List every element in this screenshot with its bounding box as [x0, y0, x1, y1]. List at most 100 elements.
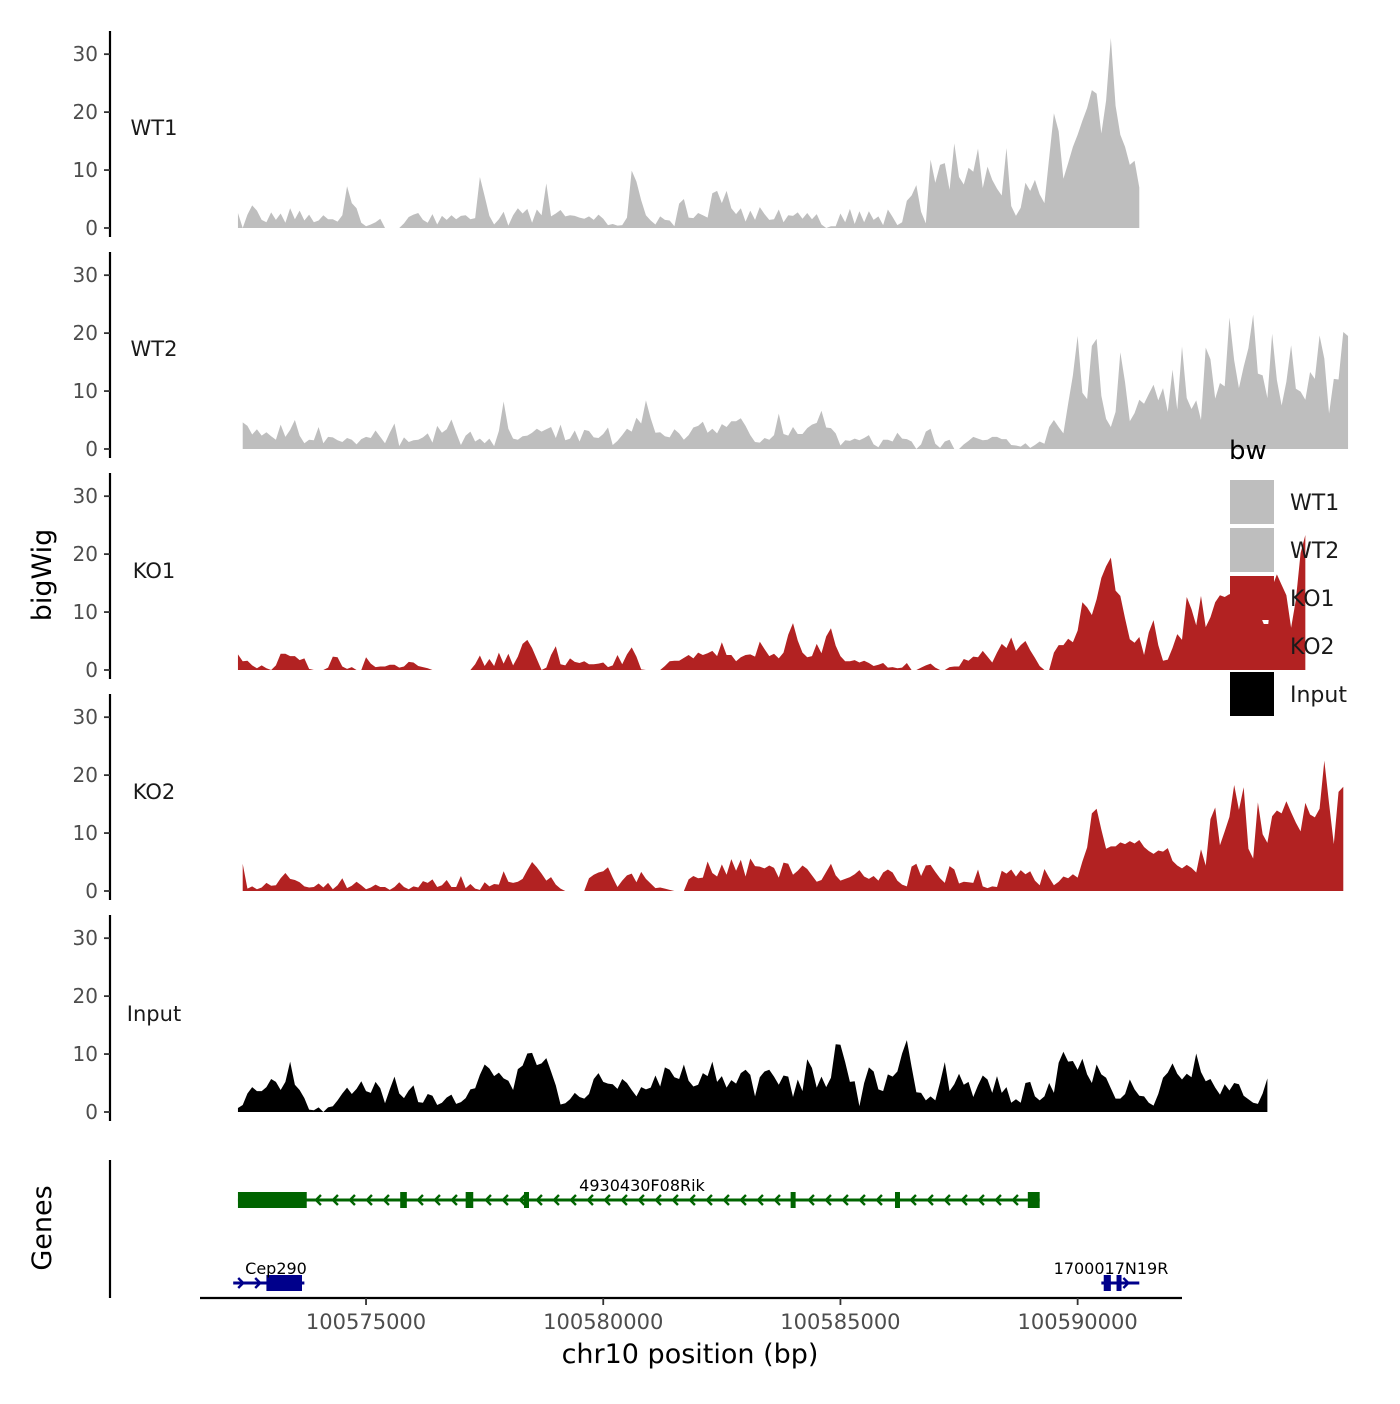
legend-label: KO2	[1290, 635, 1335, 660]
track-label-wt1: WT1	[131, 116, 178, 140]
strand-arrow	[433, 1194, 441, 1206]
x-tick-label: 100590000	[1018, 1310, 1138, 1334]
strand-arrow	[875, 1194, 883, 1206]
gene-exon	[894, 1192, 900, 1208]
track-input: 0 10 20 30 Input	[73, 915, 1268, 1124]
strand-arrow	[756, 1194, 764, 1206]
legend-item-ko1: KO1	[1230, 576, 1335, 620]
track-label-ko1: KO1	[133, 559, 176, 583]
gene-exon	[465, 1192, 474, 1208]
strand-arrow	[1011, 1194, 1019, 1206]
strand-arrow	[994, 1194, 1002, 1206]
strand-arrow	[671, 1194, 679, 1206]
track-ko1: 0 10 20 30 KO1	[73, 473, 1306, 682]
strand-arrow	[841, 1194, 849, 1206]
strand-arrow	[773, 1194, 781, 1206]
strand-arrow	[382, 1194, 390, 1206]
y-tick-label: 30	[73, 42, 98, 66]
x-tick-label: 100585000	[780, 1310, 900, 1334]
strand-arrow	[484, 1194, 492, 1206]
y-tick-label: 0	[85, 216, 98, 240]
legend-swatch	[1230, 624, 1274, 668]
strand-arrow	[943, 1194, 951, 1206]
gene-label: Cep290	[245, 1259, 307, 1278]
y-axis-title: bigWig	[27, 529, 58, 622]
strand-arrow	[620, 1194, 628, 1206]
y-tick-label: 0	[85, 1100, 98, 1124]
gene-cep290: Cep290	[233, 1259, 307, 1291]
genes-panel: 4930430F08Rik Cep290 1700017N19R	[108, 1160, 1168, 1298]
strand-arrow	[858, 1194, 866, 1206]
strand-arrow	[331, 1194, 339, 1206]
legend-title: bw	[1229, 436, 1267, 466]
legend-item-input: Input	[1230, 672, 1347, 716]
signal-area-input	[237, 1040, 1268, 1112]
strand-arrow	[365, 1194, 373, 1206]
strand-arrow	[926, 1194, 934, 1206]
strand-arrow	[314, 1194, 322, 1206]
y-tick-label: 10	[73, 600, 98, 624]
strand-arrow	[824, 1194, 832, 1206]
x-axis: 100575000 100580000 100585000 100590000	[200, 1296, 1182, 1334]
gene-1700017n19r: 1700017N19R	[1054, 1259, 1168, 1291]
track-label-input: Input	[127, 1002, 181, 1026]
strand-arrow	[450, 1194, 458, 1206]
strand-arrow	[416, 1194, 424, 1206]
legend-swatch	[1230, 576, 1274, 620]
legend: bw WT1 WT2 KO1 KO2 Input	[1229, 436, 1347, 716]
strand-arrow	[569, 1194, 577, 1206]
strand-arrow	[518, 1194, 526, 1206]
strand-arrow	[807, 1194, 815, 1206]
y-tick-label: 0	[85, 437, 98, 461]
gene-exon	[1027, 1192, 1040, 1208]
strand-arrow	[722, 1194, 730, 1206]
track-ko2: 0 10 20 30 KO2	[73, 694, 1344, 903]
y-tick-label: 10	[73, 1042, 98, 1066]
legend-label: WT2	[1290, 539, 1339, 564]
gene-exon	[1116, 1275, 1122, 1291]
strand-arrow	[654, 1194, 662, 1206]
strand-arrow	[535, 1194, 543, 1206]
gene-label: 4930430F08Rik	[579, 1176, 705, 1195]
gene-exon	[790, 1192, 796, 1208]
legend-swatch	[1230, 528, 1274, 572]
y-tick-label: 30	[73, 926, 98, 950]
legend-label: KO1	[1290, 587, 1335, 612]
gene-exon	[524, 1192, 530, 1208]
legend-swatch	[1230, 672, 1274, 716]
signal-area-wt2	[242, 314, 1349, 449]
y-tick-label: 30	[73, 263, 98, 287]
legend-label: Input	[1290, 683, 1347, 708]
legend-label: WT1	[1290, 491, 1339, 516]
y-tick-label: 20	[73, 984, 98, 1008]
gene-exon	[400, 1192, 407, 1208]
strand-arrow	[254, 1277, 262, 1289]
gene-4930430f08rik: 4930430F08Rik	[237, 1176, 1040, 1208]
genes-axis-title: Genes	[27, 1185, 58, 1270]
y-tick-label: 30	[73, 484, 98, 508]
y-tick-label: 10	[73, 379, 98, 403]
x-tick-label: 100580000	[543, 1310, 663, 1334]
y-tick-label: 20	[73, 321, 98, 345]
track-wt1: 0 10 20 30 WT1	[73, 31, 1140, 240]
strand-arrow	[348, 1194, 356, 1206]
track-label-ko2: KO2	[133, 780, 176, 804]
strand-arrow	[1122, 1277, 1131, 1289]
y-tick-label: 10	[73, 821, 98, 845]
strand-arrow	[739, 1194, 747, 1206]
legend-swatch	[1230, 480, 1274, 524]
signal-tracks: 0 10 20 30 WT1 0 10 20 30 WT2 0 10 20 30 KO1 0 10 20 30 KO2…	[73, 31, 1349, 1124]
y-tick-label: 20	[73, 763, 98, 787]
y-tick-label: 30	[73, 705, 98, 729]
strand-arrow	[552, 1194, 560, 1206]
signal-area-ko1	[237, 535, 1306, 670]
strand-arrow	[237, 1277, 245, 1289]
legend-item-wt2: WT2	[1230, 528, 1339, 572]
y-tick-label: 20	[73, 542, 98, 566]
strand-arrow	[705, 1194, 713, 1206]
strand-arrow	[977, 1194, 985, 1206]
strand-arrow	[586, 1194, 594, 1206]
strand-arrow	[960, 1194, 968, 1206]
